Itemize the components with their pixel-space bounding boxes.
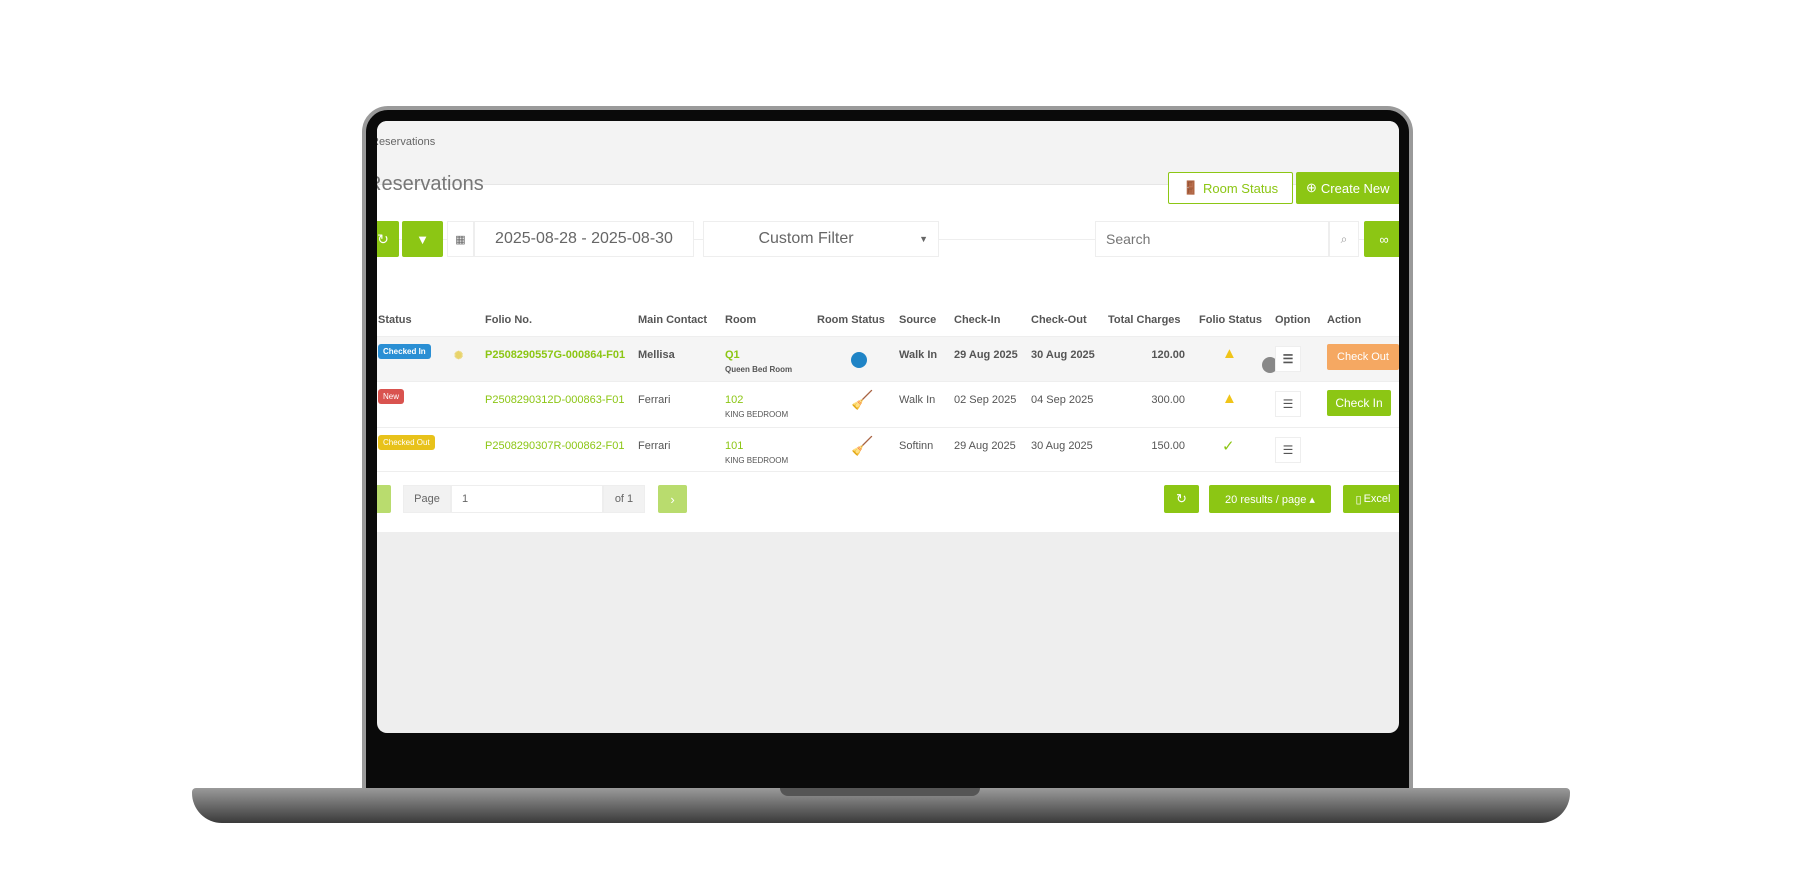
header-check-out: Check-Out (1031, 314, 1087, 326)
reload-button[interactable]: ↻ (1164, 485, 1199, 513)
chevron-down-icon: ▼ (919, 234, 928, 244)
create-new-button[interactable]: ⊕ Create New (1296, 172, 1399, 204)
header-status: Status (378, 314, 412, 326)
room-type: KING BEDROOM (725, 456, 789, 465)
refresh-icon: ↻ (377, 230, 389, 247)
table-row[interactable]: Checked Out P2508290307R-000862-F01 Ferr… (377, 427, 1399, 472)
source: Walk In (899, 394, 936, 406)
main-contact: Ferrari (638, 440, 671, 452)
laptop-notch (780, 788, 980, 796)
search-icon[interactable]: ⌕ (1329, 221, 1359, 257)
header-room-status: Room Status (817, 314, 885, 326)
page-title: Reservations (377, 173, 484, 195)
next-page-button[interactable]: › (658, 485, 687, 513)
page-label: Page (403, 485, 451, 513)
broom-icon: 🧹 (851, 436, 874, 456)
folio-link[interactable]: P2508290557G-000864-F01 (485, 349, 626, 361)
broom-icon: 🧹 (851, 390, 874, 410)
custom-filter-select[interactable]: Custom Filter ▼ (703, 221, 939, 257)
lightbulb-icon: ✺ (454, 350, 464, 362)
room-link[interactable]: 101 (725, 440, 744, 452)
header-check-in: Check-In (954, 314, 1001, 326)
check-icon: ✓ (1222, 438, 1235, 455)
room-type: KING BEDROOM (725, 410, 789, 419)
calendar-icon: ▦ (447, 221, 474, 257)
room-status-dot-icon (851, 352, 867, 368)
total-charges: 120.00 (1151, 349, 1185, 361)
folio-link[interactable]: P2508290307R-000862-F01 (485, 440, 625, 452)
total-charges: 150.00 (1151, 440, 1185, 452)
filter-button[interactable]: ▼ (402, 221, 443, 257)
check-out: 04 Sep 2025 (1031, 394, 1094, 406)
warning-icon: ▲ (1222, 345, 1237, 362)
check-out: 30 Aug 2025 (1031, 440, 1093, 452)
page-input[interactable]: 1 (451, 485, 603, 513)
prev-page-button[interactable] (377, 485, 391, 513)
header-contact: Main Contact (638, 314, 708, 326)
breadcrumb[interactable]: Reservations (377, 136, 436, 148)
status-badge: Checked In (378, 344, 431, 359)
chevron-right-icon: › (670, 491, 675, 507)
total-charges: 300.00 (1151, 394, 1185, 406)
app-screen: Reservations Reservations 🚪 Room Status ⊕… (377, 121, 1399, 733)
per-page-select[interactable]: 20 results / page ▴ (1209, 485, 1331, 513)
options-sliders-icon[interactable]: ☰ (1275, 437, 1301, 463)
header-room: Room (725, 314, 757, 326)
options-sliders-icon[interactable]: ☰ (1275, 346, 1301, 372)
check-in: 29 Aug 2025 (954, 349, 1018, 361)
filter-icon: ▼ (416, 231, 429, 247)
check-in-button[interactable]: Check In (1327, 390, 1391, 416)
folio-link[interactable]: P2508290312D-000863-F01 (485, 394, 625, 406)
refresh-icon: ↻ (1176, 491, 1187, 506)
options-sliders-icon[interactable]: ☰ (1275, 391, 1301, 417)
table-row[interactable]: Checked In ✺ P2508290557G-000864-F01 Mel… (377, 336, 1399, 381)
source: Softinn (899, 440, 934, 452)
warning-icon: ▲ (1222, 390, 1237, 407)
plus-circle-icon: ⊕ (1306, 180, 1317, 195)
check-out-button[interactable]: Check Out (1327, 344, 1399, 370)
check-out: 30 Aug 2025 (1031, 349, 1095, 361)
header-source: Source (899, 314, 937, 326)
status-badge: Checked Out (378, 435, 435, 450)
header-folio: Folio No. (485, 314, 533, 326)
main-contact: Mellisa (638, 349, 675, 361)
table-row[interactable]: New P2508290312D-000863-F01 Ferrari 102 … (377, 381, 1399, 426)
source: Walk In (899, 349, 938, 361)
room-link[interactable]: 102 (725, 394, 744, 406)
main-contact: Ferrari (638, 394, 671, 406)
refresh-button[interactable]: ↻ (377, 221, 399, 257)
header-action: Action (1327, 314, 1362, 326)
header-option: Option (1275, 314, 1311, 326)
status-badge: New (378, 389, 405, 404)
search-input[interactable] (1095, 221, 1329, 257)
link-button[interactable]: ∞ (1364, 221, 1399, 257)
cursor-indicator (1262, 357, 1278, 373)
room-link[interactable]: Q1 (725, 349, 740, 361)
door-icon: 🚪 (1182, 180, 1200, 195)
link-icon: ∞ (1379, 231, 1389, 247)
file-excel-icon: ▯ (1355, 493, 1362, 506)
excel-export-button[interactable]: ▯ Excel (1343, 485, 1399, 513)
header-folio-status: Folio Status (1199, 314, 1262, 326)
check-in: 29 Aug 2025 (954, 440, 1016, 452)
page-total: of 1 (603, 485, 645, 513)
date-range-input[interactable]: 2025-08-28 - 2025-08-30 (474, 221, 694, 257)
header-total: Total Charges (1108, 314, 1181, 326)
check-in: 02 Sep 2025 (954, 394, 1017, 406)
room-status-button[interactable]: 🚪 Room Status (1168, 172, 1293, 204)
room-type: Queen Bed Room (725, 365, 793, 374)
